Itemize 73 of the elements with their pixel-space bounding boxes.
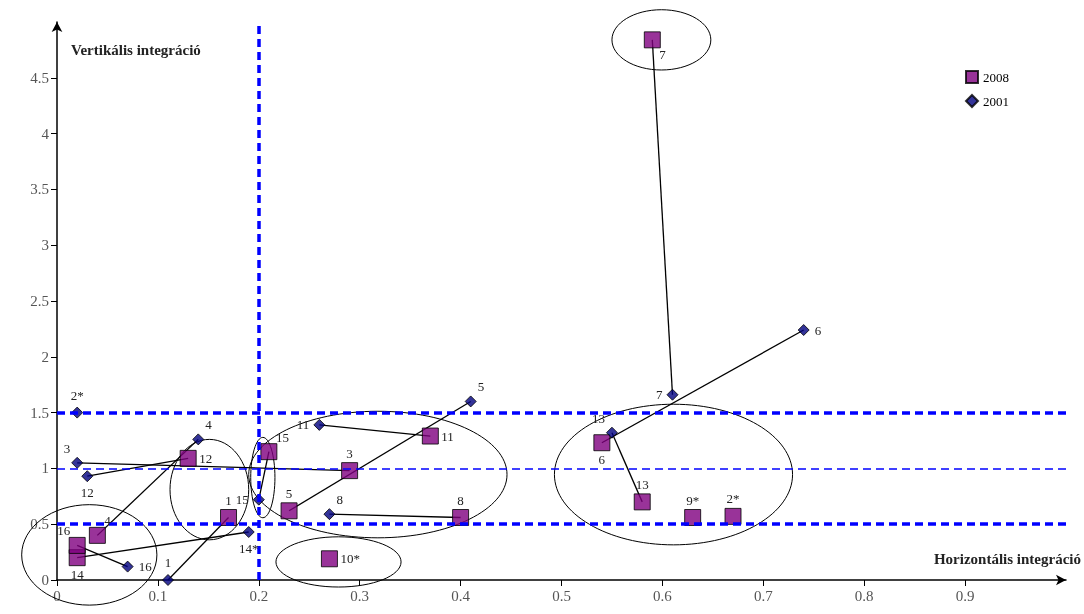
annotation: 3 xyxy=(346,445,353,461)
point xyxy=(320,550,338,568)
x-tick-label: 0.6 xyxy=(653,587,673,604)
y-tick-label: 4.5 xyxy=(30,69,49,86)
point xyxy=(68,536,86,554)
annotation: 2* xyxy=(70,387,84,403)
point xyxy=(71,456,84,469)
point xyxy=(179,449,197,467)
y-tick-label: 1.5 xyxy=(30,404,49,421)
annotation: 4 xyxy=(205,417,213,433)
annotation: 3 xyxy=(63,440,71,456)
x-axis-title: Horizontális integráció xyxy=(933,550,1081,567)
annotation: 5 xyxy=(477,379,485,395)
y-axis-title: Vertikális integráció xyxy=(71,41,201,58)
x-tick-label: 0.3 xyxy=(350,587,370,604)
point xyxy=(280,502,298,520)
annotation: 8 xyxy=(457,492,464,508)
annotation: 7 xyxy=(655,387,663,403)
point xyxy=(192,433,205,446)
x-tick-label: 0.5 xyxy=(552,587,571,604)
annotation: 6 xyxy=(598,451,606,467)
annotation: 9* xyxy=(686,492,700,508)
annotation: 2* xyxy=(726,491,740,507)
point xyxy=(88,526,106,544)
annotation: 16 xyxy=(138,559,153,575)
annotation: 14 xyxy=(70,566,85,582)
x-tick-label: 0.7 xyxy=(753,587,774,604)
annotation: 11 xyxy=(441,428,454,444)
annotation: 16 xyxy=(57,523,71,539)
point xyxy=(724,507,742,525)
annotation: 13 xyxy=(635,476,649,492)
point xyxy=(633,493,651,511)
annotation: 10* xyxy=(340,551,360,567)
annotation: 14* xyxy=(238,541,259,557)
point xyxy=(797,324,810,337)
point xyxy=(323,508,336,521)
y-tick-label: 4 xyxy=(41,125,50,142)
point xyxy=(341,462,359,480)
point xyxy=(421,427,439,445)
point xyxy=(121,560,134,573)
legend-label: 2008 xyxy=(983,69,1009,85)
point xyxy=(666,388,679,401)
x-tick-label: 0.9 xyxy=(955,587,975,604)
annotation: 8 xyxy=(336,492,343,508)
point xyxy=(464,395,477,408)
x-tick-label: 0.2 xyxy=(249,587,269,604)
annotation: 12 xyxy=(199,450,213,466)
annotation: 1 xyxy=(164,555,172,570)
point xyxy=(593,434,611,452)
point xyxy=(313,418,326,431)
y-tick-label: 2 xyxy=(41,348,49,365)
point xyxy=(643,31,661,49)
annotation: 12 xyxy=(80,485,94,501)
y-tick-label: 0 xyxy=(41,572,49,588)
legend-label: 2001 xyxy=(983,93,1009,109)
annotation: 4 xyxy=(104,513,112,529)
point xyxy=(161,574,174,586)
annotation: 7 xyxy=(659,46,667,62)
annotation: 1 xyxy=(225,492,232,508)
x-tick-label: 0.8 xyxy=(854,587,874,604)
annotation: 6 xyxy=(814,322,822,338)
x-tick-label: 0.1 xyxy=(148,587,168,604)
point xyxy=(260,443,278,461)
annotation: 5 xyxy=(285,485,293,501)
y-tick-label: 3.5 xyxy=(30,181,49,198)
point xyxy=(81,470,94,483)
point xyxy=(242,526,255,539)
point xyxy=(605,426,618,439)
x-tick-label: 0.4 xyxy=(451,587,471,604)
annotation: 15 xyxy=(275,429,289,445)
y-tick-label: 2.5 xyxy=(30,293,49,309)
y-tick-label: 1 xyxy=(41,460,49,477)
y-tick-label: 3 xyxy=(41,237,49,254)
